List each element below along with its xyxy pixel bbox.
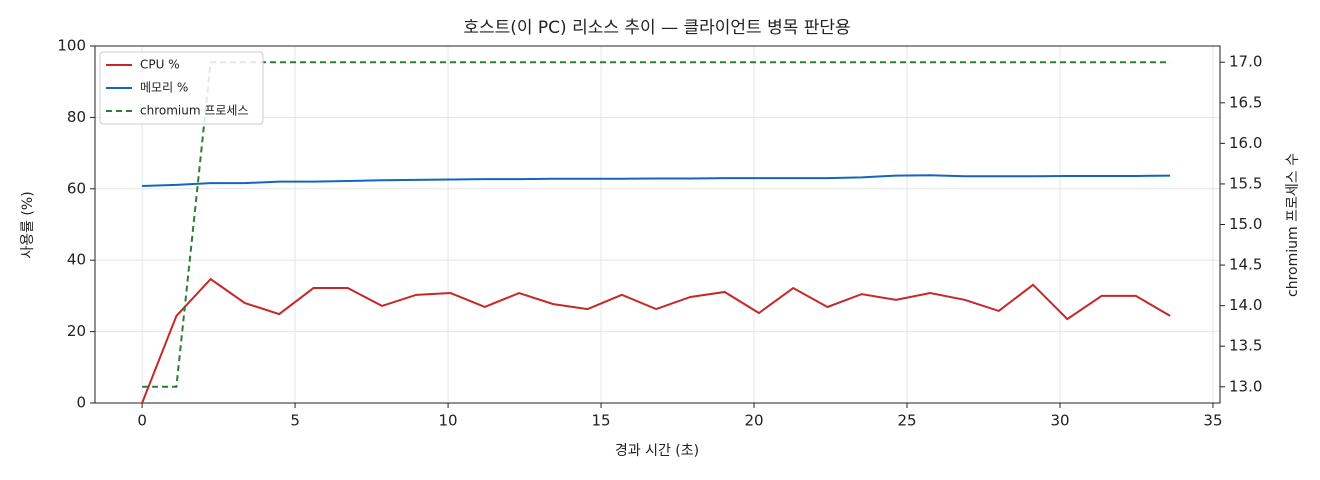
x-tick-label: 35 <box>1203 412 1222 430</box>
y-tick-label: 0 <box>76 394 86 412</box>
y-tick-label: 20 <box>67 322 86 340</box>
y2-tick-label: 16.0 <box>1229 134 1262 152</box>
x-tick-label: 25 <box>897 412 916 430</box>
y2-tick-label: 16.5 <box>1229 93 1262 111</box>
x-tick-label: 0 <box>137 412 147 430</box>
x-axis-label: 경과 시간 (초) <box>615 443 699 459</box>
x-tick-label: 10 <box>439 412 458 430</box>
y2-tick-label: 14.5 <box>1229 256 1262 274</box>
y2-tick-label: 15.0 <box>1229 215 1262 233</box>
x-tick-label: 30 <box>1050 412 1069 430</box>
legend: CPU % 메모리 % chromium 프로세스 <box>99 51 264 125</box>
series-line <box>141 277 1171 404</box>
y2-tick-label: 17.0 <box>1229 53 1262 71</box>
x-tick-label: 20 <box>744 412 763 430</box>
y2-tick-label: 14.0 <box>1229 296 1262 314</box>
series-line <box>142 174 1171 187</box>
legend-label: CPU % <box>140 58 180 72</box>
y2-tick-label: 13.5 <box>1229 337 1262 355</box>
y-tick-label: 40 <box>67 251 86 269</box>
series-line <box>142 61 1171 388</box>
x-tick-label: 15 <box>592 412 611 430</box>
y-tick-label: 60 <box>67 179 86 197</box>
legend-box <box>99 51 264 125</box>
y-tick-label: 100 <box>57 37 86 55</box>
chart-title: 호스트(이 PC) 리소스 추이 — 클라이언트 병목 판단용 <box>463 18 850 38</box>
legend-label: chromium 프로세스 <box>140 104 249 118</box>
y-axis-label: 사용률 (%) <box>20 191 36 258</box>
legend-label: 메모리 % <box>140 81 188 95</box>
plot-frame <box>94 45 1221 404</box>
y2-tick-label: 13.0 <box>1229 377 1262 395</box>
y2-tick-label: 15.5 <box>1229 174 1262 192</box>
y2-axis-label: chromium 프로세스 수 <box>1285 153 1301 297</box>
x-tick-label: 5 <box>290 412 300 430</box>
y-tick-label: 80 <box>67 108 86 126</box>
